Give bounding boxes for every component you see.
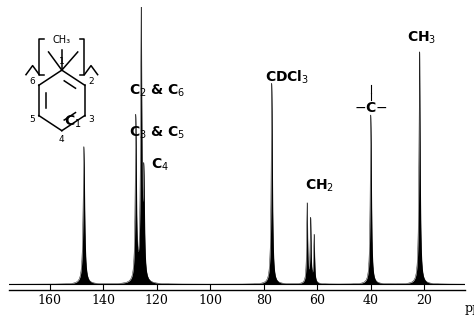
Text: 2: 2 [88,77,94,86]
Text: 1: 1 [59,57,64,66]
Text: 6: 6 [30,77,36,86]
Text: 3: 3 [88,115,94,124]
Text: ppm: ppm [465,302,474,315]
Text: 4: 4 [59,135,64,143]
Text: C$_2$ & C$_6$: C$_2$ & C$_6$ [128,83,185,99]
Text: CDCl$_3$: CDCl$_3$ [265,68,309,86]
Text: $-$C$-$: $-$C$-$ [354,101,388,115]
Text: CH$_2$: CH$_2$ [305,178,335,194]
Text: CH₃: CH₃ [53,35,71,45]
Text: C$_1$: C$_1$ [64,113,81,130]
Text: 5: 5 [30,115,36,124]
Text: C$_4$: C$_4$ [151,157,169,173]
Text: CH$_3$: CH$_3$ [407,30,436,46]
Text: C$_3$ & C$_5$: C$_3$ & C$_5$ [128,125,185,141]
